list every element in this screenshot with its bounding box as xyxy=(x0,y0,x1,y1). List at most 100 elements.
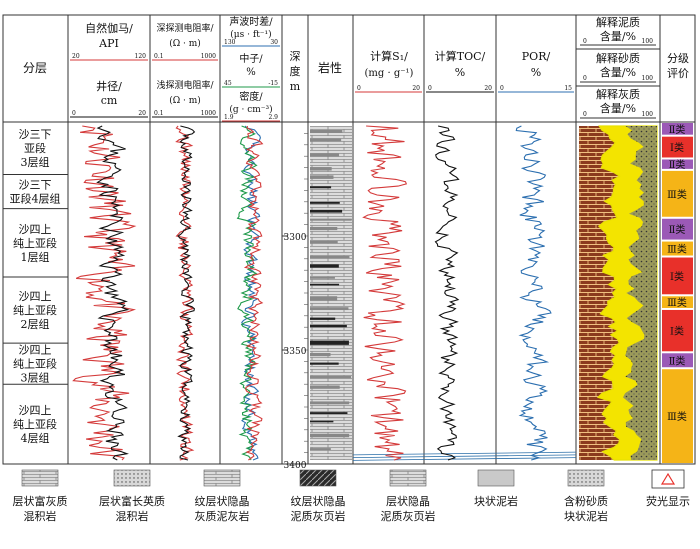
track1-curve1-name-2: API xyxy=(98,37,119,50)
layer-label-4-0: 沙四上 xyxy=(19,344,52,357)
curve-density xyxy=(243,125,264,461)
layer-label-4-1: 纯上亚段 xyxy=(13,357,57,371)
lithology-band xyxy=(310,340,349,345)
track2-curve2-name-2: (Ω · m) xyxy=(169,95,201,106)
layer-label-2-2: 1层组 xyxy=(21,250,50,264)
track2-curve2-name-1: 浅探测电阻率/ xyxy=(156,79,214,91)
header-grading-2: 评价 xyxy=(667,67,689,80)
lithology-band xyxy=(310,317,336,320)
track7-curve-name-2: % xyxy=(531,66,541,79)
grade-cell-9 xyxy=(662,353,693,368)
lithology-band xyxy=(310,375,352,379)
lithology-band xyxy=(310,264,339,268)
lithology-band xyxy=(310,175,334,179)
legend-swatch-5 xyxy=(477,469,515,487)
track2-curve1-name-1: 深探测电阻率/ xyxy=(156,22,214,34)
track3-cnl-scale-min: 45 xyxy=(224,80,232,87)
track5-scale-min: 0 xyxy=(357,85,361,92)
legend-swatch-7 xyxy=(651,469,685,489)
lithology-band xyxy=(310,167,332,171)
track8-curve3-name-2: 含量/% xyxy=(600,101,636,115)
lithology-band xyxy=(310,283,340,286)
track2-shallow-scale-min: 0.1 xyxy=(154,110,164,117)
legend-label-6-1: 块状泥岩 xyxy=(564,509,608,523)
legend-label-1-0: 层状富长英质 xyxy=(99,494,165,508)
header-layer: 分层 xyxy=(23,61,47,75)
legend-label-0-0: 层状富灰质 xyxy=(13,494,68,508)
legend-label-2-1: 灰质泥灰岩 xyxy=(195,509,250,523)
lithology-band xyxy=(310,362,339,365)
layer-label-3-0: 沙四上 xyxy=(19,290,52,303)
track7-curve-name-1: POR/ xyxy=(522,50,551,63)
track8-curve2-name-2: 含量/% xyxy=(600,65,636,79)
layer-label-3-1: 纯上亚段 xyxy=(13,303,57,317)
track3-ac-scale-min: 130 xyxy=(224,39,236,46)
lime-fill xyxy=(623,126,657,460)
legend-label-6-0: 含粉砂质 xyxy=(564,494,608,508)
lithology-band xyxy=(310,255,350,259)
grade-label-5: Ⅲ类 xyxy=(667,243,687,256)
track2-curve1-name-2: (Ω · m) xyxy=(169,38,201,49)
lithology-band xyxy=(310,307,349,311)
legend-label-4-0: 层状隐晶 xyxy=(386,494,430,508)
legend-label-3-1: 泥质灰页岩 xyxy=(291,509,346,523)
track2-deep-scale-max: 1000 xyxy=(201,53,216,60)
fluorescence-link-1 xyxy=(352,454,577,459)
grade-label-3: Ⅲ类 xyxy=(667,188,687,201)
grade-cell-5 xyxy=(662,241,693,256)
track1-curve2-name-1: 井径/ xyxy=(96,79,122,93)
layer-label-2-1: 纯上亚段 xyxy=(13,236,57,250)
lithology-band xyxy=(310,412,348,415)
lithology-band xyxy=(310,352,331,357)
track3-curve3-name-1: 密度/ xyxy=(239,90,263,103)
lithology-column xyxy=(310,126,352,460)
layer-label-0-1: 亚段 xyxy=(24,141,46,155)
lithology-band xyxy=(310,420,334,423)
grade-cell-6 xyxy=(662,257,693,295)
track6-curve-name-2: % xyxy=(455,66,465,79)
legend-label-5-0: 块状泥岩 xyxy=(474,494,518,508)
curve-caliper xyxy=(96,125,130,461)
track5-curve-name-2: (mg · g⁻¹) xyxy=(365,68,414,79)
grade-cell-1 xyxy=(662,136,693,158)
track3-den-scale-max: 2.9 xyxy=(268,114,278,121)
track8-curve2-name-1: 解释砂质 xyxy=(596,51,640,65)
grade-cell-2 xyxy=(662,159,693,169)
track1-gr-scale-max: 120 xyxy=(135,53,147,60)
curve-neutron xyxy=(236,125,258,461)
fluorescence-link-2 xyxy=(352,457,577,461)
lithology-band xyxy=(310,433,350,438)
track1-gr-scale-min: 20 xyxy=(72,53,80,60)
track1-curve2-name-2: cm xyxy=(101,94,118,107)
grade-cell-7 xyxy=(662,296,693,308)
header-depth-2: 度 xyxy=(290,64,301,78)
curve-toc xyxy=(434,125,460,461)
grade-label-8: Ⅰ类 xyxy=(670,325,684,338)
legend-swatch-2 xyxy=(203,469,241,487)
track3-curve2-name-2: % xyxy=(246,67,256,78)
layer-label-5-1: 纯上亚段 xyxy=(13,417,57,431)
curve-deep-resistivity xyxy=(175,125,195,461)
track5-curve-name-1: 计算S₁/ xyxy=(370,49,408,63)
grade-label-7: Ⅲ类 xyxy=(667,296,687,309)
grade-label-2: Ⅱ类 xyxy=(669,158,686,171)
lithology-band xyxy=(310,324,347,328)
curve-s1 xyxy=(362,125,408,461)
lithology-band xyxy=(310,209,343,213)
lithology-band xyxy=(310,448,331,451)
layer-label-0-0: 沙三下 xyxy=(19,128,52,141)
legend-swatch-1 xyxy=(113,469,151,487)
legend-label-0-1: 混积岩 xyxy=(24,509,57,523)
track8-curve2-scale-min: 0 xyxy=(583,75,587,82)
depth-tick-3400: 3400 xyxy=(284,461,307,471)
layer-label-4-2: 3层组 xyxy=(21,371,50,385)
lithology-band xyxy=(310,186,332,189)
header-depth-1: 深 xyxy=(290,50,301,63)
header-grading-1: 分级 xyxy=(667,52,689,65)
track1-cal-scale-min: 0 xyxy=(72,110,76,117)
grade-cell-8 xyxy=(662,309,693,352)
track6-scale-min: 0 xyxy=(428,85,432,92)
lithology-band xyxy=(310,218,352,221)
track1-cal-scale-max: 20 xyxy=(138,110,146,117)
